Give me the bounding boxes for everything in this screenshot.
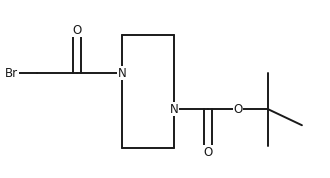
Text: O: O xyxy=(72,24,82,37)
Text: O: O xyxy=(203,146,212,159)
Text: O: O xyxy=(233,103,243,116)
Text: Br: Br xyxy=(5,67,18,80)
Text: N: N xyxy=(170,103,179,116)
Text: N: N xyxy=(118,67,127,80)
